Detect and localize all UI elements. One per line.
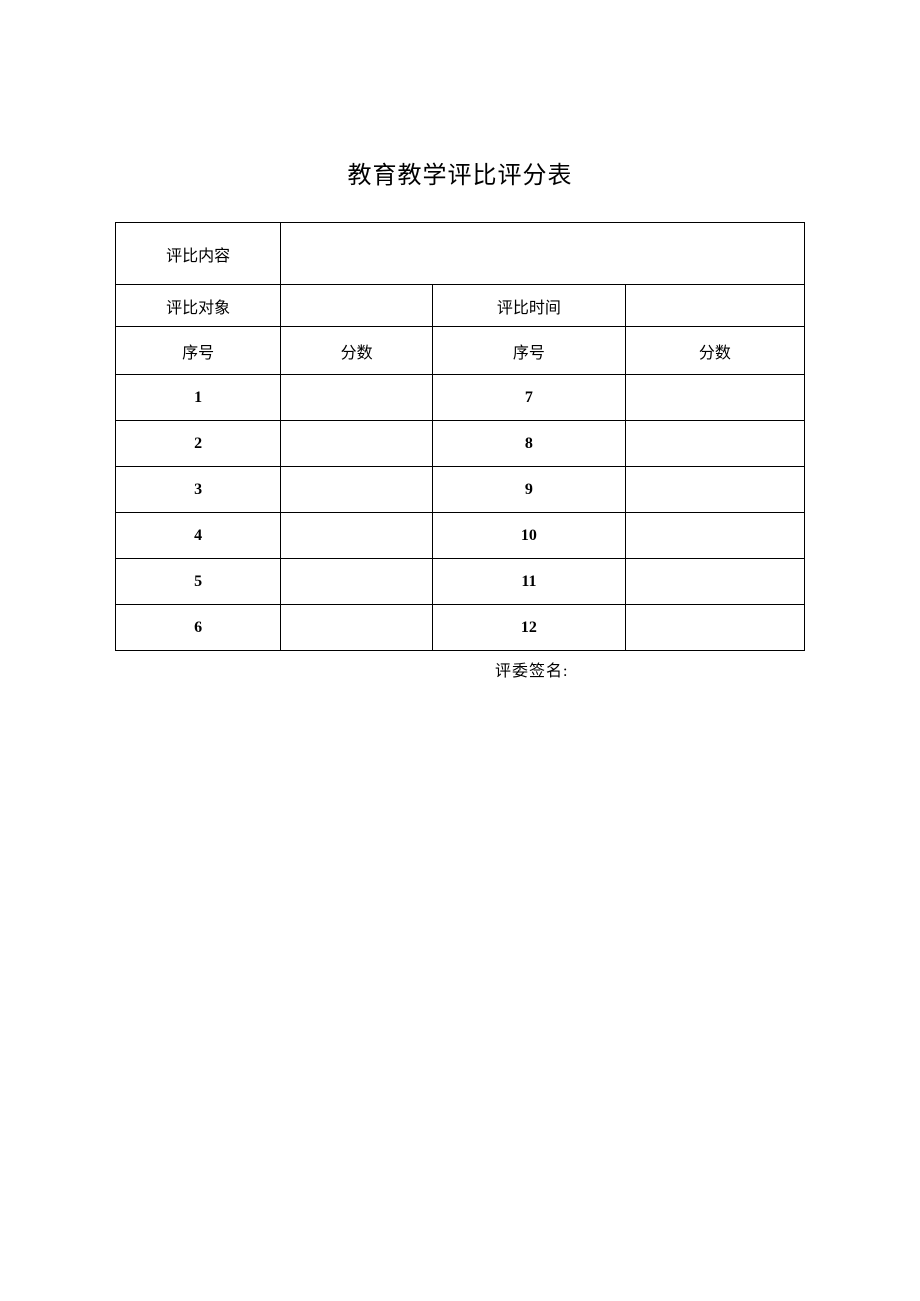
table-row: 4 10 — [116, 513, 805, 559]
time-value-cell — [625, 285, 804, 327]
seq-header-left: 序号 — [116, 327, 281, 375]
info-row: 评比对象 评比时间 — [116, 285, 805, 327]
score-cell-right — [625, 513, 804, 559]
table-row: 6 12 — [116, 605, 805, 651]
seq-cell-right: 10 — [432, 513, 625, 559]
column-header-row: 序号 分数 序号 分数 — [116, 327, 805, 375]
table-row: 5 11 — [116, 559, 805, 605]
score-cell-left — [281, 559, 433, 605]
seq-cell-right: 8 — [432, 421, 625, 467]
score-cell-right — [625, 605, 804, 651]
subject-value-cell — [281, 285, 433, 327]
score-cell-right — [625, 375, 804, 421]
seq-cell-left: 5 — [116, 559, 281, 605]
score-cell-right — [625, 467, 804, 513]
page-title: 教育教学评比评分表 — [115, 155, 805, 190]
content-label-cell: 评比内容 — [116, 223, 281, 285]
seq-cell-right: 12 — [432, 605, 625, 651]
score-cell-left — [281, 421, 433, 467]
time-label-cell: 评比时间 — [432, 285, 625, 327]
subject-label-cell: 评比对象 — [116, 285, 281, 327]
seq-header-right: 序号 — [432, 327, 625, 375]
score-cell-left — [281, 375, 433, 421]
seq-cell-left: 2 — [116, 421, 281, 467]
score-cell-left — [281, 513, 433, 559]
seq-cell-left: 6 — [116, 605, 281, 651]
seq-cell-left: 4 — [116, 513, 281, 559]
score-cell-right — [625, 559, 804, 605]
content-row: 评比内容 — [116, 223, 805, 285]
seq-cell-right: 11 — [432, 559, 625, 605]
score-header-right: 分数 — [625, 327, 804, 375]
score-cell-left — [281, 467, 433, 513]
seq-cell-right: 9 — [432, 467, 625, 513]
signature-label: 评委签名: — [115, 657, 805, 681]
table-row: 1 7 — [116, 375, 805, 421]
content-value-cell — [281, 223, 805, 285]
score-cell-left — [281, 605, 433, 651]
score-cell-right — [625, 421, 804, 467]
table-row: 3 9 — [116, 467, 805, 513]
seq-cell-left: 3 — [116, 467, 281, 513]
score-header-left: 分数 — [281, 327, 433, 375]
seq-cell-right: 7 — [432, 375, 625, 421]
table-row: 2 8 — [116, 421, 805, 467]
seq-cell-left: 1 — [116, 375, 281, 421]
scoring-table: 评比内容 评比对象 评比时间 序号 分数 序号 分数 1 7 2 8 — [115, 222, 805, 651]
